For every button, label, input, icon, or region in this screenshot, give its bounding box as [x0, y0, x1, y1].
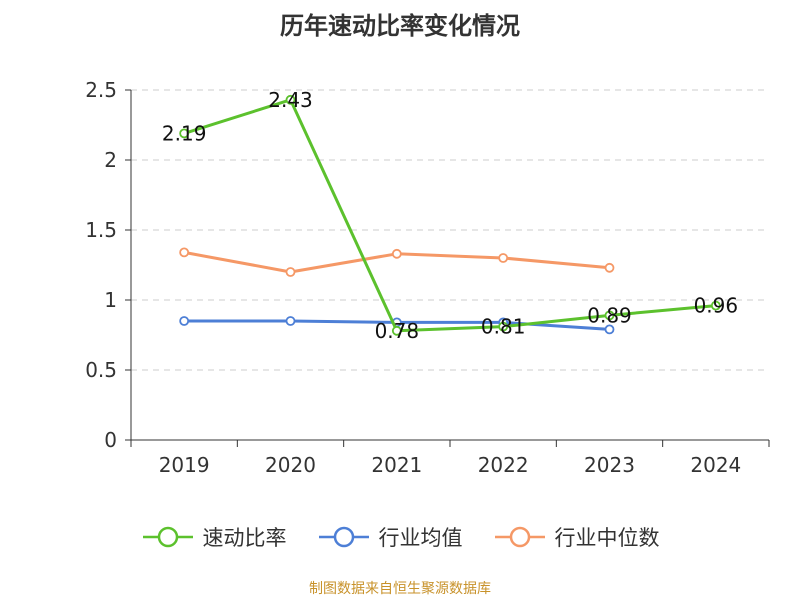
data-point[interactable]: [710, 300, 721, 311]
data-label: 2.43: [268, 88, 313, 112]
source-note: 制图数据来自恒生聚源数据库: [309, 581, 491, 597]
y-tick-label: 2: [104, 148, 117, 172]
data-point[interactable]: [604, 262, 615, 273]
y-tick-label: 0.5: [85, 358, 117, 382]
x-tick-label: 2020: [265, 453, 316, 477]
chart-title: 历年速动比率变化情况: [280, 12, 520, 40]
data-label: 0.78: [375, 319, 420, 343]
data-point[interactable]: [604, 324, 615, 335]
data-label: 0.81: [481, 315, 526, 339]
data-point[interactable]: [391, 248, 402, 259]
legend-label: 速动比率: [202, 526, 287, 550]
y-tick-label: 0: [104, 428, 117, 452]
legend-label: 行业中位数: [554, 526, 660, 550]
x-tick-label: 2021: [371, 453, 422, 477]
data-point[interactable]: [179, 128, 190, 139]
legend-item[interactable]: 行业均值: [317, 522, 463, 552]
data-point[interactable]: [604, 310, 615, 321]
legend: 速动比率 行业均值 行业中位数: [0, 520, 800, 554]
data-label: 0.96: [694, 294, 739, 318]
x-tick-label: 2024: [690, 453, 741, 477]
data-point[interactable]: [498, 321, 509, 332]
y-tick-label: 1.5: [85, 218, 117, 242]
data-point[interactable]: [498, 253, 509, 263]
data-label: 2.19: [162, 121, 207, 145]
data-point[interactable]: [179, 247, 190, 258]
data-label: 0.89: [587, 303, 632, 327]
data-point[interactable]: [285, 316, 296, 326]
series-line-0: [183, 98, 716, 333]
data-point[interactable]: [285, 94, 296, 105]
x-tick-label: 2019: [159, 453, 210, 477]
data-point[interactable]: [285, 267, 296, 277]
legend-marker-icon: [142, 526, 193, 548]
data-point[interactable]: [391, 325, 402, 336]
legend-label: 行业均值: [378, 526, 463, 550]
legend-marker-icon: [494, 526, 545, 548]
x-tick-label: 2022: [478, 453, 529, 477]
series-lines: [179, 94, 721, 336]
legend-item[interactable]: 行业中位数: [493, 522, 660, 552]
legend-item[interactable]: 速动比率: [141, 522, 287, 552]
data-labels: 2.19 2.43 0.78 0.81 0.89 0.96: [162, 88, 738, 343]
x-tick-label: 2023: [584, 453, 635, 477]
y-tick-label: 1: [104, 288, 117, 312]
grid-lines: [131, 89, 769, 371]
legend-marker-icon: [318, 526, 369, 548]
axes: 0 0.5 1 1.5 2 2.5 2019 2020 2021 2022 2023 2024: [85, 78, 770, 477]
data-point[interactable]: [179, 316, 190, 326]
y-tick-label: 2.5: [85, 78, 117, 102]
